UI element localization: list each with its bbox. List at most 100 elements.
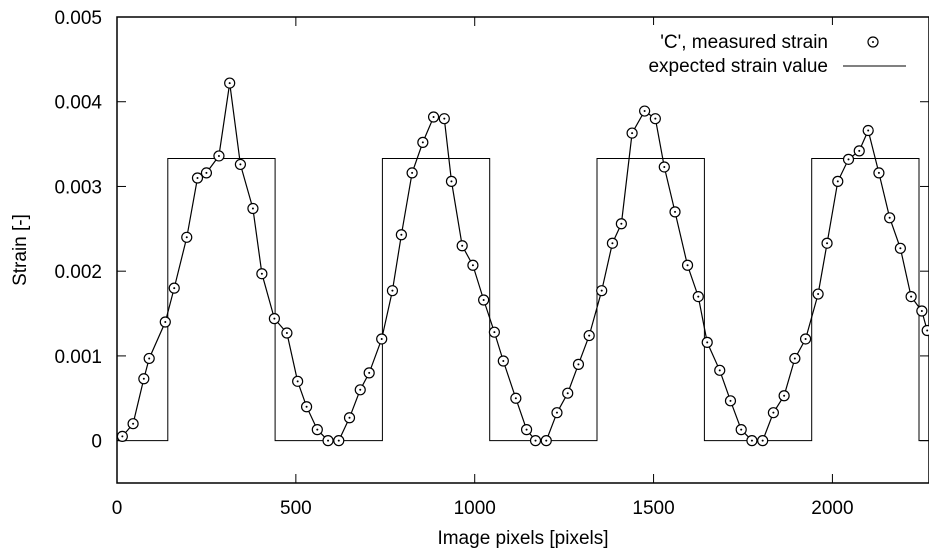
data-point — [842, 153, 855, 165]
legend: 'C', measured strain expected strain val… — [600, 25, 918, 79]
data-point — [311, 424, 323, 436]
data-point — [626, 127, 638, 139]
x-tick-label: 1000 — [454, 498, 496, 519]
y-tick-label: 0.002 — [54, 262, 102, 283]
data-point — [224, 77, 236, 89]
x-tick-label: 2000 — [811, 498, 853, 519]
data-point — [427, 111, 440, 123]
data-point — [138, 373, 150, 385]
data-point — [497, 355, 509, 367]
data-point — [714, 364, 726, 376]
data-point — [832, 175, 844, 187]
data-point — [333, 435, 345, 447]
data-point — [281, 327, 293, 339]
plot-frame — [116, 16, 929, 484]
data-point — [300, 401, 313, 413]
y-axis-label: Strain [-] — [10, 214, 31, 286]
data-point — [376, 333, 388, 345]
x-tick-label: 0 — [112, 498, 123, 519]
data-point — [658, 161, 670, 173]
y-tick-label: 0.005 — [54, 8, 102, 29]
data-point — [200, 167, 213, 179]
data-point — [417, 136, 429, 148]
data-point — [681, 259, 694, 271]
data-point — [921, 324, 929, 337]
data-point — [572, 358, 585, 370]
data-point — [821, 237, 833, 249]
legend-label-expected: expected strain value — [648, 56, 828, 77]
data-point — [692, 291, 704, 303]
data-point — [354, 384, 366, 396]
data-point — [386, 285, 399, 297]
y-tick-labels: 0 0.001 0.002 0.003 0.004 0.005 — [54, 8, 102, 453]
data-point — [406, 167, 418, 179]
data-point — [143, 352, 155, 365]
y-tick-label: 0 — [91, 432, 102, 453]
data-point — [649, 113, 661, 125]
data-point — [343, 412, 356, 424]
y-tick-label: 0.004 — [54, 93, 102, 114]
data-point — [529, 435, 542, 447]
y-tick-label: 0.001 — [54, 347, 102, 368]
data-point — [812, 288, 824, 300]
data-point — [789, 352, 801, 365]
data-point — [456, 240, 468, 252]
data-point — [799, 333, 812, 345]
data-point — [445, 175, 458, 187]
expected-strain-line — [117, 158, 929, 442]
axis-ticks — [116, 16, 929, 483]
data-point — [735, 424, 747, 436]
data-point — [596, 285, 608, 297]
data-point — [884, 212, 896, 224]
data-point — [395, 229, 407, 241]
data-point — [292, 375, 304, 387]
data-point — [363, 367, 375, 379]
data-point — [583, 329, 595, 342]
x-axis-label: Image pixels [pixels] — [437, 528, 608, 549]
data-point — [746, 435, 758, 447]
data-point — [510, 392, 522, 404]
data-point — [606, 237, 619, 249]
plot-area — [117, 77, 929, 447]
data-point — [256, 268, 268, 280]
data-point — [757, 435, 769, 447]
data-point — [916, 305, 928, 317]
measured-strain-markers — [117, 77, 929, 447]
data-point — [268, 313, 280, 325]
legend-marker-measured — [867, 36, 879, 48]
data-point — [247, 202, 259, 215]
x-tick-label: 500 — [280, 498, 312, 519]
data-point — [905, 291, 917, 303]
data-point — [127, 418, 139, 430]
data-point — [191, 172, 204, 184]
data-point — [159, 316, 171, 328]
x-tick-labels: 0 500 1000 1500 2000 — [112, 498, 854, 519]
data-point — [615, 218, 627, 230]
data-point — [894, 242, 906, 254]
data-point — [562, 387, 574, 399]
data-point — [234, 158, 247, 171]
data-point — [540, 435, 552, 447]
data-point — [213, 150, 225, 162]
data-point — [322, 435, 334, 447]
data-point — [438, 113, 450, 125]
data-point — [181, 231, 193, 243]
measured-strain-line — [121, 83, 928, 442]
data-point — [478, 294, 490, 306]
data-point — [551, 407, 563, 419]
data-point — [724, 395, 737, 407]
data-point — [520, 424, 533, 436]
data-point — [778, 390, 790, 402]
data-point — [168, 282, 180, 294]
data-point — [767, 407, 779, 419]
y-tick-label: 0.003 — [54, 177, 102, 198]
data-point — [669, 206, 681, 218]
data-point — [117, 430, 128, 442]
data-point — [467, 259, 479, 271]
data-point — [862, 124, 874, 137]
data-point — [488, 326, 500, 338]
legend-label-measured: 'C', measured strain — [660, 32, 828, 53]
data-point — [853, 145, 865, 157]
data-point — [701, 336, 713, 348]
